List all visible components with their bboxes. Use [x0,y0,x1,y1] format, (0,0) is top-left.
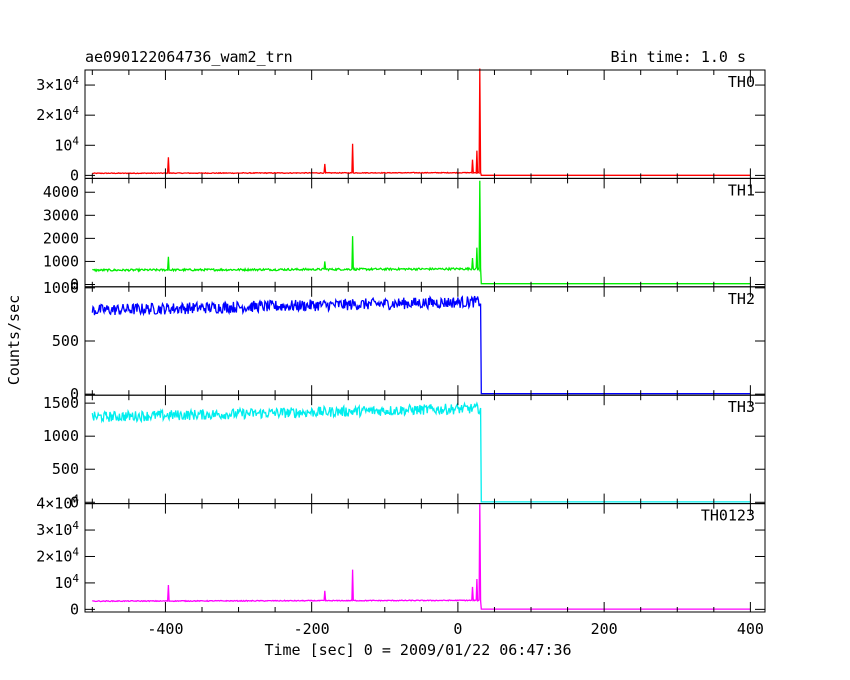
x-axis-label: Time [sec] 0 = 2009/01/22 06:47:36 [264,641,571,659]
panel-th3: 0 500 1000 1500 TH3 [43,394,766,511]
y-tick-label: 2×104 [36,104,79,124]
chart-title: ae090122064736_wam2_trn [85,48,293,66]
y-tick-label: 0 [70,166,79,184]
x-tick-label: 200 [591,620,618,638]
panel-label: TH2 [728,290,755,308]
y-tick-label: 1000 [43,279,79,297]
panel-frame [84,69,766,179]
panel-frame [84,177,766,288]
panel-label: TH0 [728,73,755,91]
y-tick-label: 500 [52,460,79,478]
series-line-th2 [91,295,751,395]
y-tick-label: 3000 [43,206,79,224]
y-tick-label: 1500 [43,394,79,412]
y-tick-label: 4000 [43,183,79,201]
y-tick-label: 2000 [43,229,79,247]
y-tick-label: 2×104 [36,545,79,565]
bin-time-label: Bin time: 1.0 s [611,48,746,66]
panel-th0: 0 104 2×104 3×104 TH0 [36,68,766,184]
y-tick-label: 0 [70,385,79,403]
panel-th0123: 0 104 2×104 3×104 4×104 TH0123 [36,493,766,618]
x-tick-label: 400 [737,620,764,638]
series-line-th0123 [91,503,751,610]
x-tick-label: 0 [453,620,462,638]
y-tick-label: 3×104 [36,519,79,539]
y-tick-label: 0 [70,600,79,618]
y-tick-label: 4×104 [36,493,79,513]
series-line-th1 [92,180,751,285]
x-tick-label: -200 [294,620,330,638]
y-tick-label: 3×104 [36,74,79,94]
series-line-th0 [92,68,751,176]
y-tick-label: 0 [70,275,79,293]
y-tick-label: 0 [70,493,79,511]
y-tick-label: 500 [52,332,79,350]
y-tick-label: 104 [54,134,79,154]
series-line-th3 [91,401,751,503]
panel-label: TH1 [728,181,755,199]
panel-th2: 0 500 1000 TH2 [43,279,766,403]
panel-th1: 0 1000 2000 3000 4000 TH1 [43,177,766,293]
x-tick-label: -400 [147,620,183,638]
panel-label: TH0123 [701,507,755,525]
panel-frame [84,503,766,613]
y-axis-label: Counts/sec [5,295,23,385]
y-tick-label: 104 [54,572,79,592]
y-tick-label: 1000 [43,252,79,270]
y-tick-label: 1000 [43,427,79,445]
panel-label: TH3 [728,398,755,416]
